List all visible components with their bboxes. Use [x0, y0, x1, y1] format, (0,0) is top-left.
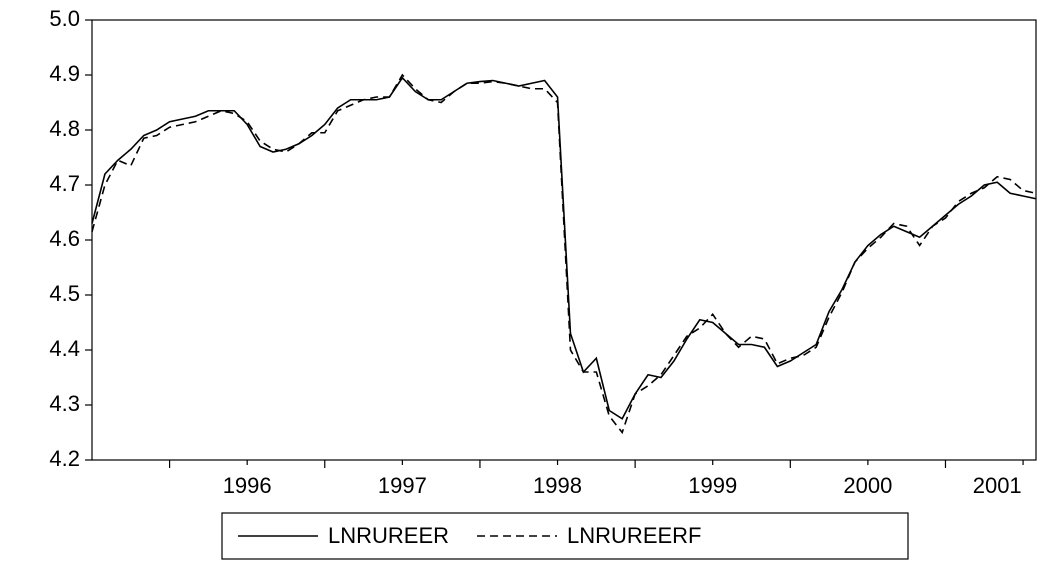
y-tick-label: 4.4	[49, 336, 80, 361]
x-tick-label: 1996	[223, 473, 272, 498]
y-tick-label: 4.8	[49, 116, 80, 141]
y-tick-label: 4.5	[49, 281, 80, 306]
y-tick-label: 4.6	[49, 226, 80, 251]
series-line	[91, 76, 1037, 420]
legend-label: LNRUREER	[328, 523, 449, 548]
x-tick-label: 1999	[688, 473, 737, 498]
y-tick-label: 5.0	[49, 6, 80, 31]
legend-box	[221, 512, 909, 560]
y-tick-label: 4.2	[49, 446, 80, 471]
x-tick-label: 2000	[843, 473, 892, 498]
x-tick-label: 1998	[533, 473, 582, 498]
series-line	[91, 73, 1037, 435]
legend-label: LNRUREERF	[567, 523, 701, 548]
y-tick-label: 4.9	[49, 61, 80, 86]
x-tick-label: 1997	[378, 473, 427, 498]
y-tick-label: 4.7	[49, 171, 80, 196]
y-tick-label: 4.3	[49, 391, 80, 416]
x-tick-label: 2001	[973, 473, 1022, 498]
